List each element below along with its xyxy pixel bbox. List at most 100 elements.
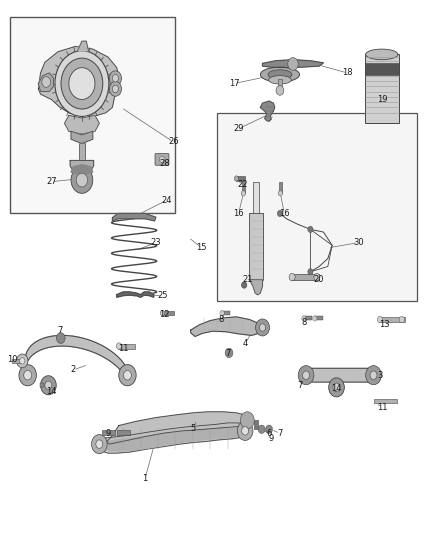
Polygon shape	[71, 165, 93, 174]
Circle shape	[255, 319, 269, 336]
Text: 18: 18	[342, 68, 353, 77]
Text: 13: 13	[379, 320, 390, 329]
Bar	[365, 63, 399, 75]
Circle shape	[240, 412, 254, 429]
Circle shape	[258, 425, 265, 433]
Circle shape	[113, 85, 118, 93]
Bar	[314, 317, 322, 320]
Circle shape	[119, 365, 136, 386]
Bar	[254, 419, 258, 429]
Circle shape	[124, 370, 131, 380]
Circle shape	[313, 316, 317, 321]
Bar	[365, 54, 399, 123]
Circle shape	[17, 354, 28, 368]
Bar	[118, 344, 135, 349]
Text: 30: 30	[353, 238, 364, 247]
Circle shape	[42, 77, 50, 87]
Circle shape	[370, 371, 377, 379]
Text: 14: 14	[46, 386, 57, 395]
Polygon shape	[25, 335, 127, 381]
Text: 3: 3	[378, 370, 383, 379]
Bar	[79, 143, 85, 160]
Circle shape	[366, 366, 381, 385]
Circle shape	[69, 68, 95, 100]
Bar	[291, 274, 319, 280]
Text: 5: 5	[190, 424, 195, 433]
Text: 11: 11	[377, 402, 388, 411]
Text: 29: 29	[233, 124, 244, 133]
Bar	[40, 383, 44, 387]
Polygon shape	[39, 73, 53, 92]
Circle shape	[314, 273, 320, 281]
Circle shape	[110, 71, 121, 86]
FancyBboxPatch shape	[155, 154, 169, 165]
Text: 27: 27	[46, 177, 57, 186]
Text: 15: 15	[196, 244, 207, 253]
Polygon shape	[262, 60, 323, 68]
Circle shape	[220, 311, 224, 316]
Text: 4: 4	[243, 339, 248, 348]
Text: 8: 8	[301, 318, 307, 327]
Text: 16: 16	[279, 209, 290, 218]
Text: 25: 25	[157, 291, 168, 300]
Bar	[217, 113, 417, 301]
Text: 22: 22	[238, 180, 248, 189]
Text: 1: 1	[142, 474, 148, 483]
Circle shape	[242, 426, 249, 435]
Circle shape	[71, 167, 93, 193]
Circle shape	[242, 282, 247, 288]
Bar	[379, 317, 405, 322]
Polygon shape	[117, 292, 154, 297]
Circle shape	[303, 371, 310, 379]
Ellipse shape	[366, 49, 398, 60]
Circle shape	[289, 273, 295, 281]
Text: 16: 16	[233, 209, 244, 218]
Bar	[242, 182, 245, 193]
Text: 2: 2	[71, 366, 76, 374]
Polygon shape	[304, 368, 374, 382]
Text: 19: 19	[377, 95, 388, 104]
Text: 23: 23	[151, 238, 161, 247]
Polygon shape	[64, 115, 99, 134]
Circle shape	[57, 333, 65, 343]
Circle shape	[278, 191, 283, 196]
Polygon shape	[39, 46, 119, 115]
Text: 7: 7	[225, 350, 230, 359]
Bar	[250, 214, 262, 280]
Circle shape	[308, 226, 313, 232]
Circle shape	[159, 156, 165, 163]
Circle shape	[160, 311, 165, 316]
Bar	[162, 311, 174, 316]
Circle shape	[113, 75, 118, 82]
Circle shape	[237, 421, 253, 440]
Polygon shape	[95, 423, 252, 453]
Ellipse shape	[268, 76, 291, 84]
Bar	[374, 399, 397, 403]
Circle shape	[19, 365, 36, 386]
Circle shape	[116, 343, 121, 349]
Circle shape	[24, 370, 32, 380]
Polygon shape	[250, 280, 262, 295]
Bar	[237, 176, 245, 181]
Text: 24: 24	[162, 196, 172, 205]
Ellipse shape	[260, 67, 300, 82]
Text: 7: 7	[277, 429, 283, 438]
Ellipse shape	[268, 70, 292, 79]
Bar	[253, 182, 259, 214]
Bar	[12, 359, 22, 363]
Circle shape	[225, 348, 233, 358]
Circle shape	[399, 317, 404, 322]
Bar	[304, 317, 312, 320]
Polygon shape	[71, 131, 93, 143]
Circle shape	[308, 269, 313, 275]
Text: 28: 28	[159, 159, 170, 167]
Circle shape	[61, 58, 103, 109]
Polygon shape	[102, 427, 245, 451]
Text: 17: 17	[229, 79, 240, 88]
Bar	[117, 430, 130, 434]
Circle shape	[76, 173, 88, 187]
Circle shape	[241, 191, 246, 196]
Circle shape	[259, 324, 265, 331]
Bar	[278, 79, 282, 89]
Circle shape	[55, 51, 109, 116]
